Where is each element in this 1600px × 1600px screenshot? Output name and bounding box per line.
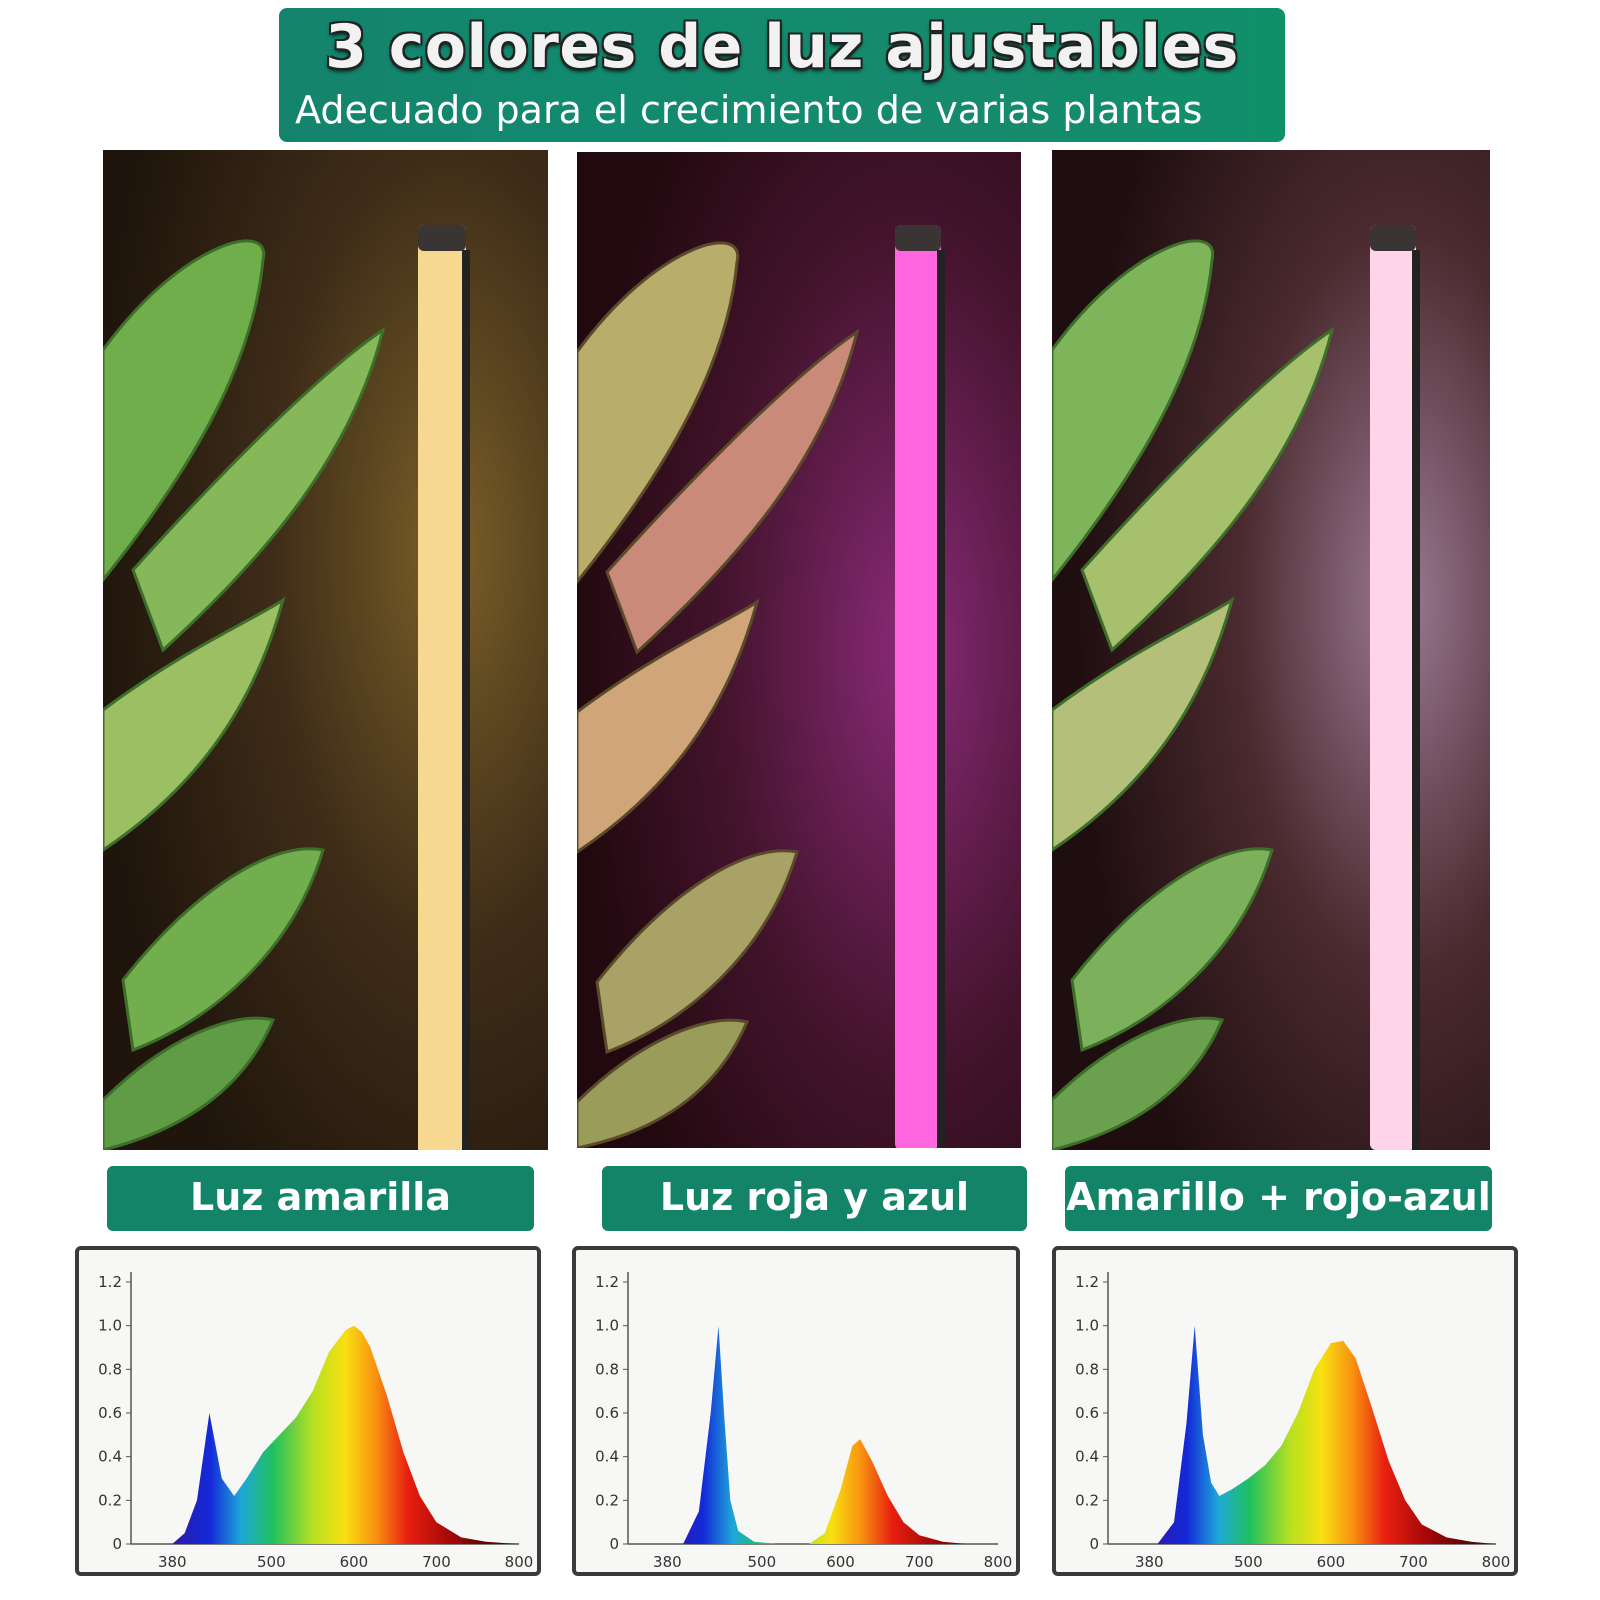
- photo-panel-yellow-red-blue: [1052, 150, 1490, 1150]
- spectrum-chart-yellow-red-blue: 0 0.2 0.4 0.6 0.8 1.0 1.2 380 500 600 700 800: [1052, 1246, 1518, 1576]
- y-tick-label: 0: [112, 1535, 122, 1553]
- page-title: 3 colores de luz ajustables: [325, 12, 1239, 82]
- x-tick-label: 500: [1234, 1553, 1263, 1571]
- x-tick-label: 380: [653, 1553, 682, 1571]
- spectrum-plot: 0 0.2 0.4 0.6 0.8 1.0 1.2 380 500 600 700 800: [595, 1272, 1013, 1571]
- y-tick-label: 0.8: [1075, 1360, 1099, 1378]
- spectrum-area: [628, 1325, 998, 1544]
- label-red-blue-light: Luz roja y azul: [602, 1166, 1027, 1231]
- spectrum-area: [1108, 1325, 1496, 1544]
- x-tick-label: 380: [158, 1553, 187, 1571]
- y-tick-label: 1.2: [98, 1273, 122, 1291]
- spectrum-chart-red-blue: 0 0.2 0.4 0.6 0.8 1.0 1.2 380 500 600 700 800: [572, 1246, 1020, 1576]
- title-banner: 3 colores de luz ajustables Adecuado par…: [279, 8, 1285, 142]
- page-subtitle: Adecuado para el crecimiento de varias p…: [295, 88, 1203, 132]
- x-tick-label: 600: [340, 1553, 369, 1571]
- y-tick-label: 0.8: [98, 1360, 122, 1378]
- photo-panel-red-blue: [577, 152, 1021, 1148]
- spectrum-chart-yellow: 0 0.2 0.4 0.6 0.8 1.0 1.2 380 500 600 700 800: [75, 1246, 541, 1576]
- y-tick-label: 1.2: [1075, 1273, 1099, 1291]
- y-tick-label: 1.0: [98, 1317, 122, 1335]
- x-tick-label: 500: [257, 1553, 286, 1571]
- y-tick-label: 0.6: [595, 1404, 619, 1422]
- photo-panel-yellow: [103, 150, 548, 1150]
- y-tick-label: 0.2: [98, 1491, 122, 1509]
- x-tick-label: 700: [905, 1553, 934, 1571]
- y-tick-label: 0: [1089, 1535, 1099, 1553]
- spectrum-plot: 0 0.2 0.4 0.6 0.8 1.0 1.2 380 500 600 700 800: [98, 1272, 534, 1571]
- x-tick-label: 600: [826, 1553, 855, 1571]
- full-spectrum-light-illustration: [1052, 150, 1490, 1150]
- x-tick-label: 800: [984, 1553, 1013, 1571]
- y-tick-label: 0.4: [98, 1448, 122, 1466]
- y-tick-label: 0.6: [1075, 1404, 1099, 1422]
- y-tick-label: 0.4: [1075, 1448, 1099, 1466]
- y-tick-label: 0.4: [595, 1448, 619, 1466]
- x-tick-label: 600: [1317, 1553, 1346, 1571]
- y-tick-label: 0.2: [1075, 1491, 1099, 1509]
- y-tick-label: 0: [609, 1535, 619, 1553]
- y-tick-label: 1.0: [1075, 1317, 1099, 1335]
- label-yellow-red-blue-light: Amarillo + rojo-azul: [1065, 1166, 1492, 1231]
- x-tick-label: 700: [1399, 1553, 1428, 1571]
- spectrum-area: [131, 1325, 519, 1544]
- x-tick-label: 800: [1482, 1553, 1511, 1571]
- x-tick-label: 700: [422, 1553, 451, 1571]
- spectrum-plot: 0 0.2 0.4 0.6 0.8 1.0 1.2 380 500 600 700 800: [1075, 1272, 1511, 1571]
- red-blue-light-illustration: [577, 152, 1021, 1148]
- y-tick-label: 1.2: [595, 1273, 619, 1291]
- y-tick-label: 0.2: [595, 1491, 619, 1509]
- y-tick-label: 0.6: [98, 1404, 122, 1422]
- y-tick-label: 0.8: [595, 1360, 619, 1378]
- x-tick-label: 380: [1135, 1553, 1164, 1571]
- label-yellow-light: Luz amarilla: [107, 1166, 534, 1231]
- x-tick-label: 500: [748, 1553, 777, 1571]
- yellow-light-illustration: [103, 150, 548, 1150]
- y-tick-label: 1.0: [595, 1317, 619, 1335]
- x-tick-label: 800: [505, 1553, 534, 1571]
